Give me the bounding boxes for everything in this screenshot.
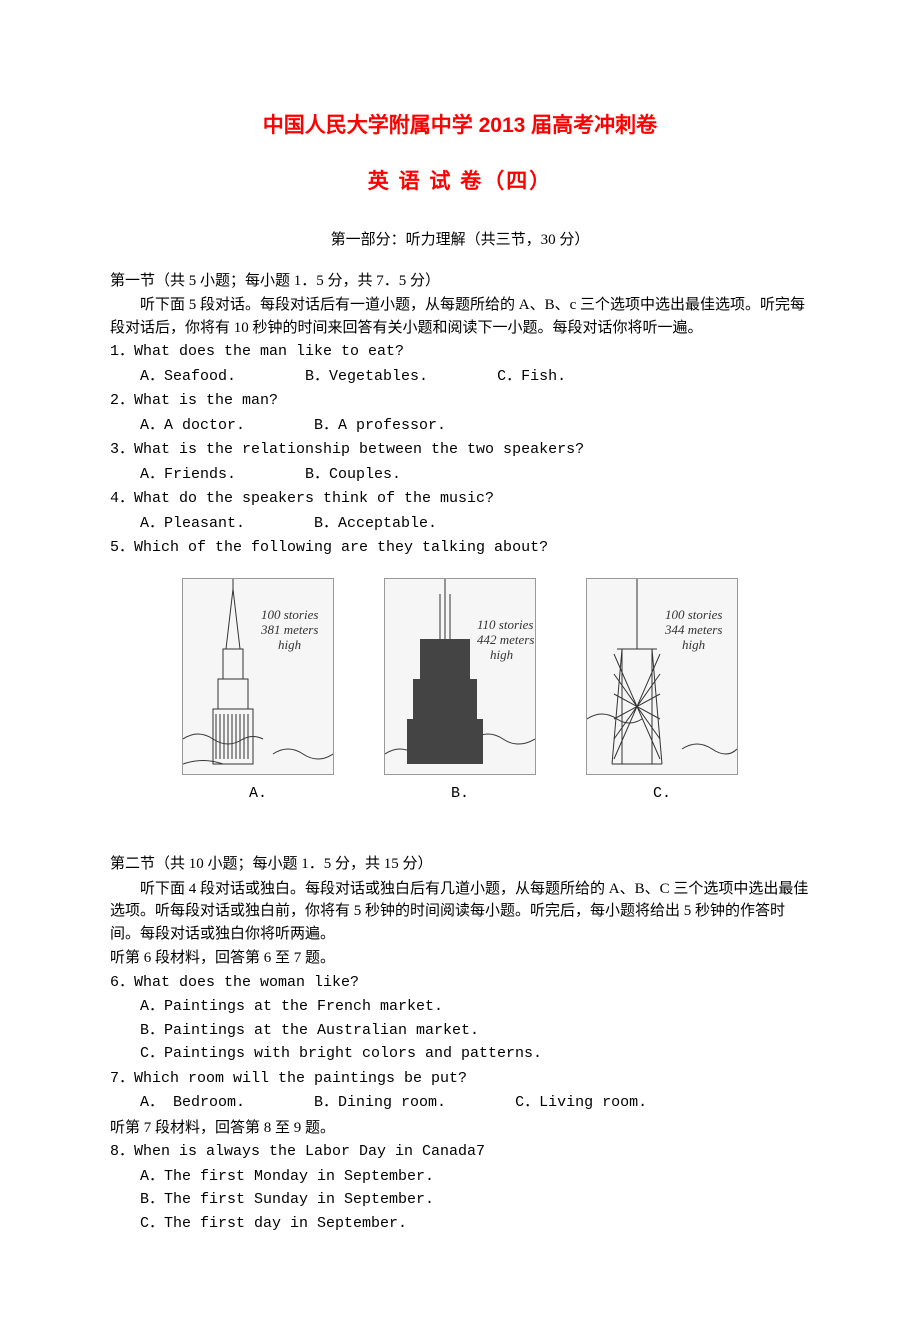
question-3: 3．What is the relationship between the t… [110,439,810,462]
svg-text:high: high [682,637,705,652]
question-6: 6．What does the woman like? [110,972,810,995]
question-3-options: A．Friends. B．Couples. [110,464,810,487]
figure-a-box: 100 stories 381 meters high A. [182,578,334,806]
question-1-options: A．Seafood. B．Vegetables. C．Fish. [110,366,810,389]
q7-option-a: A． Bedroom. [140,1092,245,1115]
question5-figures: 100 stories 381 meters high A. 110 stori… [110,578,810,806]
q8-option-b: B．The first Sunday in September. [140,1189,810,1212]
section1-instructions: 听下面 5 段对话。每段对话后有一道小题，从每题所给的 A、B、c 三个选项中选… [110,294,810,339]
building-c-icon: 100 stories 344 meters high [586,578,738,775]
section2-instructions: 听下面 4 段对话或独白。每段对话或独白后有几道小题，从每题所给的 A、B、C … [110,878,810,946]
svg-text:381 meters: 381 meters [260,622,318,637]
svg-text:100 stories: 100 stories [261,607,318,622]
question-8-options: A．The first Monday in September. B．The f… [110,1166,810,1236]
svg-text:high: high [490,647,513,662]
figure-b-label: B. [451,783,469,806]
question-6-options: A．Paintings at the French market. B．Pain… [110,996,810,1066]
q2-option-a: A．A doctor. [140,415,245,438]
q1-option-c: C．Fish. [497,366,566,389]
exam-subtitle: 英 语 试 卷（四） [110,166,810,198]
question-5: 5．Which of the following are they talkin… [110,537,810,560]
q2-option-b: B．A professor. [314,415,446,438]
q1-option-a: A．Seafood. [140,366,236,389]
question-1: 1．What does the man like to eat? [110,341,810,364]
figure-c-label: C. [653,783,671,806]
part-header: 第一部分：听力理解（共三节，30 分） [110,229,810,252]
svg-text:442 meters: 442 meters [477,632,534,647]
material6-header: 听第 6 段材料，回答第 6 至 7 题。 [110,947,810,970]
section1-header: 第一节（共 5 小题；每小题 1．5 分，共 7．5 分） [110,270,810,293]
q4-option-a: A．Pleasant. [140,513,245,536]
material7-header: 听第 7 段材料，回答第 8 至 9 题。 [110,1117,810,1140]
question-8: 8．When is always the Labor Day in Canada… [110,1141,810,1164]
figure-b-box: 110 stories 442 meters high B. [384,578,536,806]
figure-a-label: A. [249,783,267,806]
exam-title: 中国人民大学附属中学 2013 届高考冲刺卷 [110,110,810,142]
figure-c-box: 100 stories 344 meters high C. [586,578,738,806]
building-a-icon: 100 stories 381 meters high [182,578,334,775]
question-7-options: A． Bedroom. B．Dining room. C．Living room… [110,1092,810,1115]
svg-text:344 meters: 344 meters [664,622,722,637]
q3-option-a: A．Friends. [140,464,236,487]
building-b-icon: 110 stories 442 meters high [384,578,536,775]
svg-text:high: high [278,637,301,652]
q4-option-b: B．Acceptable. [314,513,437,536]
q7-option-c: C．Living room. [515,1092,647,1115]
q8-option-c: C．The first day in September. [140,1213,810,1236]
q1-option-b: B．Vegetables. [305,366,428,389]
q6-option-a: A．Paintings at the French market. [140,996,810,1019]
q6-option-b: B．Paintings at the Australian market. [140,1020,810,1043]
question-2: 2．What is the man? [110,390,810,413]
svg-text:110 stories: 110 stories [477,617,533,632]
q3-option-b: B．Couples. [305,464,401,487]
q8-option-a: A．The first Monday in September. [140,1166,810,1189]
question-7: 7．Which room will the paintings be put? [110,1068,810,1091]
q6-option-c: C．Paintings with bright colors and patte… [140,1043,810,1066]
svg-text:100 stories: 100 stories [665,607,722,622]
question-4-options: A．Pleasant. B．Acceptable. [110,513,810,536]
question-2-options: A．A doctor. B．A professor. [110,415,810,438]
q7-option-b: B．Dining room. [314,1092,446,1115]
section2-header: 第二节（共 10 小题；每小题 1．5 分，共 15 分） [110,853,810,876]
question-4: 4．What do the speakers think of the musi… [110,488,810,511]
